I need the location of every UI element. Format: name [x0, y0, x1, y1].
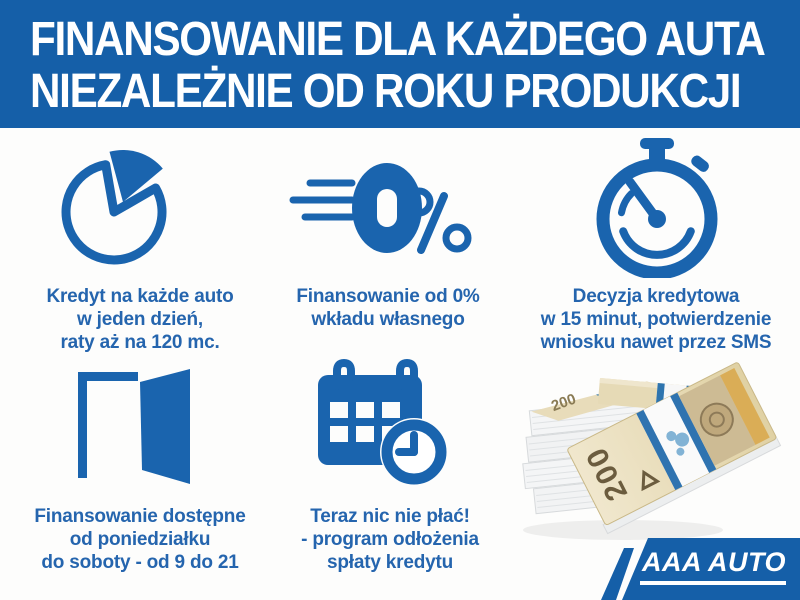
caption-credit: Kredyt na każde auto w jeden dzień, raty… — [15, 285, 265, 354]
caption-line: do soboty - od 9 do 21 — [41, 552, 239, 573]
banknote-bundle-front: 200 — [567, 362, 782, 535]
caption-decision: Decyzja kredytowa w 15 minut, potwierdze… — [518, 285, 794, 354]
caption-line: w jeden dzień, — [77, 309, 203, 330]
caption-line: wniosku nawet przez SMS — [540, 332, 772, 353]
caption-line: Teraz nic nie płać! — [310, 506, 470, 527]
caption-zero-percent: Finansowanie od 0% wkładu własnego — [268, 285, 508, 331]
caption-line: Finansowanie od 0% — [296, 286, 480, 307]
caption-line: Finansowanie dostępne — [34, 506, 246, 527]
caption-line: - program odłożenia — [301, 529, 479, 550]
caption-line: Kredyt na każde auto — [46, 286, 234, 307]
aaa-auto-logo: AAA AUTO — [622, 538, 800, 600]
caption-line: w 15 minut, potwierdzenie — [540, 309, 772, 330]
caption-line: raty aż na 120 mc. — [60, 332, 220, 353]
aaa-auto-logo-text: AAA AUTO — [640, 547, 786, 585]
header-title-line2: NIEZALEŻNIE OD ROKU PRODUKCJI — [30, 65, 742, 118]
money-stacks-photo: 200 200 — [522, 362, 782, 540]
caption-availability: Finansowanie dostępne od poniedziałku do… — [15, 505, 265, 574]
caption-line: wkładu własnego — [311, 309, 465, 330]
stopwatch-icon — [596, 138, 718, 278]
header-banner: FINANSOWANIE DLA KAŻDEGO AUTA NIEZALEŻNI… — [0, 0, 800, 128]
header-title-line1: FINANSOWANIE DLA KAŻDEGO AUTA — [30, 13, 766, 66]
caption-line: spłaty kredytu — [326, 552, 454, 573]
open-door-icon — [78, 369, 190, 484]
caption-line: Decyzja kredytowa — [572, 286, 740, 307]
caption-deferral: Teraz nic nie płać! - program odłożenia … — [270, 505, 510, 574]
pie-chart-icon — [61, 150, 167, 265]
zero-percent-icon — [289, 163, 472, 254]
caption-line: od poniedziałku — [69, 529, 211, 550]
calendar-clock-icon — [318, 358, 448, 486]
